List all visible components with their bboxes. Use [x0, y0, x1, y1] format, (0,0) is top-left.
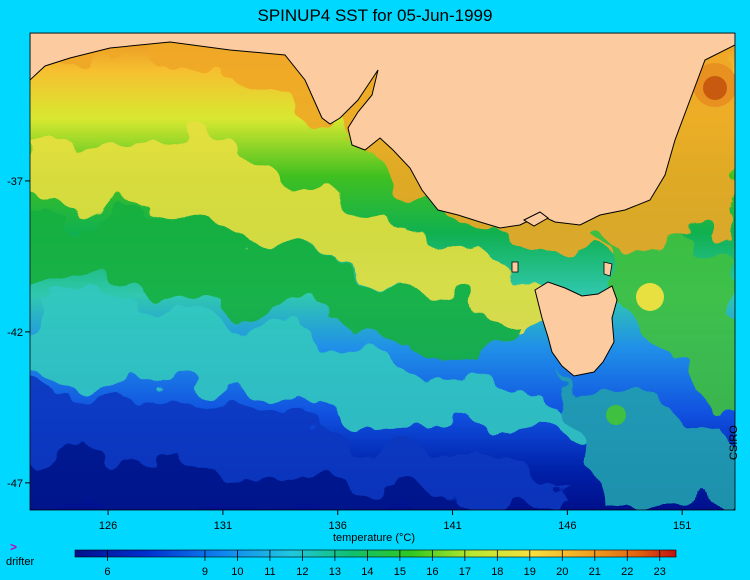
- colorbar-tick-label: 20: [556, 566, 568, 578]
- lat-tick-label: -47: [7, 478, 23, 490]
- lat-tick-label: -37: [7, 176, 23, 188]
- lon-tick-label: 136: [329, 520, 347, 532]
- colorbar-tick-label: 14: [361, 566, 373, 578]
- colorbar-tick-label: 6: [104, 566, 110, 578]
- lon-tick-label: 131: [214, 520, 232, 532]
- colorbar-tick-label: 10: [231, 566, 243, 578]
- colorbar-tick-label: 19: [524, 566, 536, 578]
- colorbar-tick-label: 23: [654, 566, 666, 578]
- colorbar-tick-label: 18: [491, 566, 503, 578]
- lat-tick-label: -42: [7, 327, 23, 339]
- plot-title: SPINUP4 SST for 05-Jun-1999: [257, 6, 493, 25]
- colorbar-tick-label: 16: [426, 566, 438, 578]
- longitude-axis: 126 131 136 141 146 151: [99, 510, 691, 532]
- colorbar-tick-label: 22: [621, 566, 633, 578]
- colorbar-tick-label: 13: [329, 566, 341, 578]
- colorbar-ticks: 6 9 10 11 12 13 14 15 16 17 18 19 20 21 22 23: [104, 550, 666, 578]
- colorbar-tick-label: 15: [394, 566, 406, 578]
- colorbar-tick-label: 11: [264, 566, 275, 578]
- land: [30, 33, 735, 377]
- lon-tick-label: 141: [443, 520, 461, 532]
- colorbar-tick-label: 21: [589, 566, 601, 578]
- latitude-axis: -37 -42 -47: [7, 176, 30, 490]
- drifter-icon: >: [10, 540, 18, 554]
- colorbar-tick-label: 17: [459, 566, 471, 578]
- lon-tick-label: 151: [673, 520, 691, 532]
- colorbar-tick-label: 9: [202, 566, 208, 578]
- drifter-legend-label: drifter: [6, 556, 35, 568]
- lon-tick-label: 146: [558, 520, 576, 532]
- plot-frame: [29, 32, 736, 511]
- colorbar-tick-label: 12: [296, 566, 308, 578]
- colorbar-gradient: [74, 549, 677, 558]
- colorbar-label: temperature (°C): [333, 532, 415, 544]
- lon-tick-label: 126: [99, 520, 117, 532]
